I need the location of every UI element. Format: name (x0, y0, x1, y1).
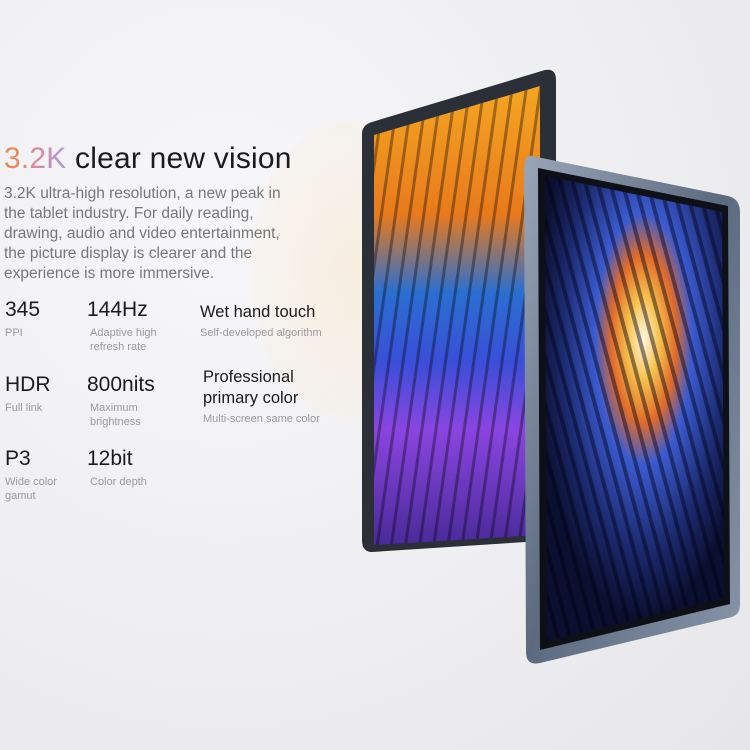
spec-value: P3 (5, 447, 31, 470)
description: 3.2K ultra-high resolution, a new peak i… (4, 185, 281, 282)
spec-label: Color depth (90, 476, 147, 488)
spec-value: 12bit (87, 447, 133, 470)
spec-hdr: HDR Full link (5, 373, 80, 415)
spec-value: Professional primary color (203, 368, 299, 407)
front-tablet (524, 155, 740, 664)
spec-depth: 12bit Color depth (87, 447, 177, 489)
spec-label: PPI (5, 327, 23, 339)
spec-brightness: 800nits Maximum brightness (87, 373, 177, 429)
spec-value: Wet hand touch (200, 303, 316, 321)
spec-value: 800nits (87, 373, 155, 396)
spec-value: 144Hz (87, 298, 148, 321)
spec-label: Multi-screen same color (203, 413, 320, 425)
headline: 3.2K clear new vision (4, 142, 292, 176)
spec-label: Adaptive high refresh rate (90, 327, 157, 353)
headline-highlight: 3.2K (4, 142, 67, 175)
spec-gamut: P3 Wide color gamut (5, 447, 75, 503)
spec-touch: Wet hand touch Self-developed algorithm (200, 302, 350, 340)
spec-label: Maximum brightness (90, 402, 141, 428)
spec-refresh: 144Hz Adaptive high refresh rate (87, 298, 177, 354)
headline-text: clear new vision (66, 142, 292, 175)
back-tablet (362, 69, 556, 552)
spec-label: Full link (5, 402, 43, 414)
spec-label: Self-developed algorithm (200, 327, 322, 339)
spec-label: Wide color gamut (5, 476, 57, 502)
spec-value: 345 (5, 298, 41, 321)
spec-value: HDR (5, 373, 51, 396)
spec-ppi: 345 PPI (5, 298, 80, 340)
spec-color: Professional primary color Multi-screen s… (203, 367, 323, 426)
